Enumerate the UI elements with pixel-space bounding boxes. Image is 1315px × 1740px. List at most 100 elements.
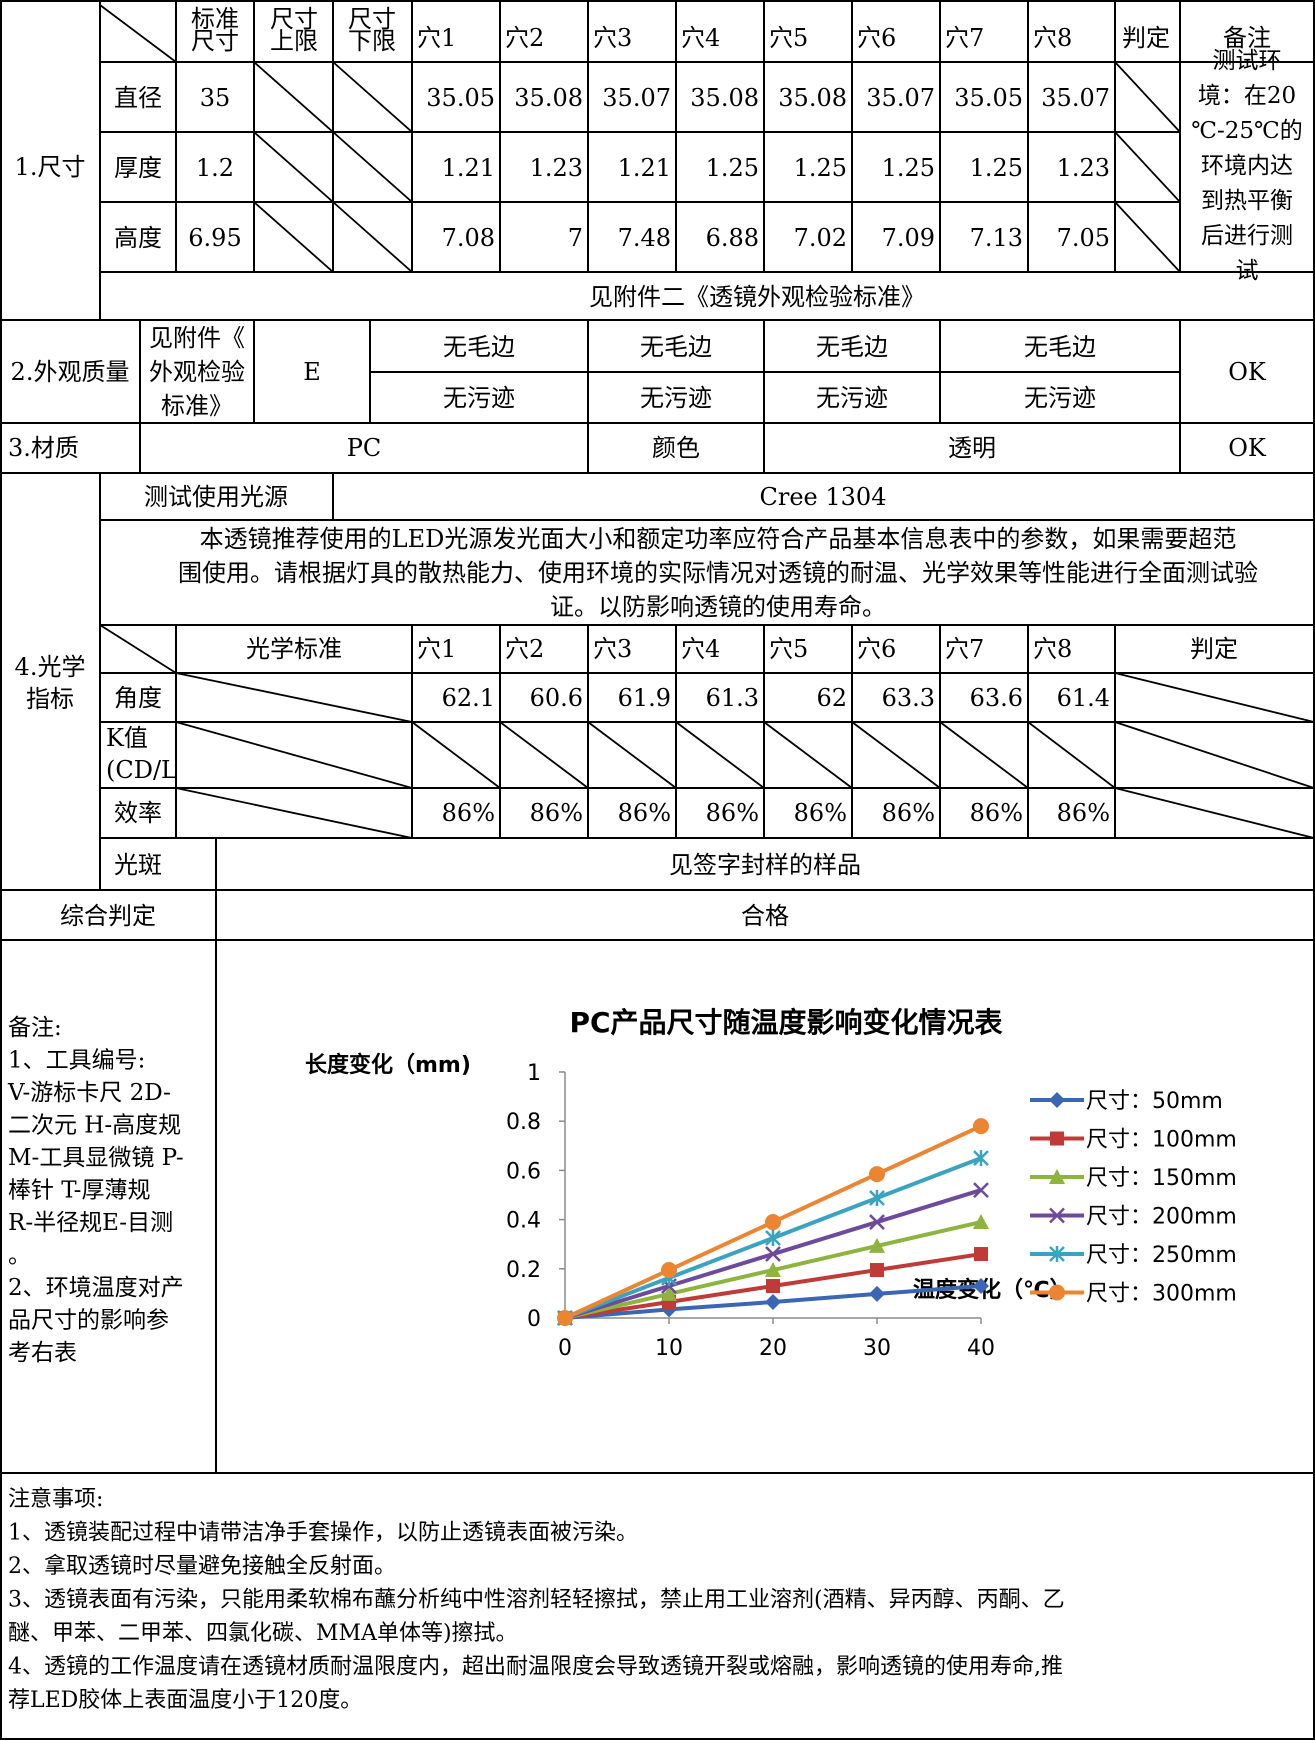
- legend-label: 尺寸：250mm: [1086, 1243, 1237, 1268]
- text-line: 标准》: [161, 392, 233, 420]
- data-point: [1049, 1207, 1065, 1224]
- data-point: [1049, 1169, 1065, 1184]
- header-hole: 穴5: [769, 24, 808, 52]
- dimension-value: 1.25: [970, 154, 1023, 182]
- angle-value: 61.4: [1057, 684, 1110, 712]
- data-point: [973, 1278, 989, 1295]
- text-line: 1、工具编号:: [8, 1048, 145, 1074]
- text-line: M-工具显微镜 P-: [8, 1145, 184, 1171]
- y-tick-label: 0.8: [506, 1110, 541, 1135]
- chart-legend: 尺寸：50mm 尺寸：100mm 尺寸：150mm 尺寸：200mm 尺寸：250mm 尺…: [1030, 1089, 1237, 1307]
- efficiency-value: 86%: [1057, 799, 1110, 827]
- header-hole: 穴7: [945, 24, 984, 52]
- dimension-std: 35: [200, 84, 231, 112]
- series-1: [557, 1278, 989, 1326]
- optics-std-label: 光学标准: [246, 635, 342, 663]
- appearance-burr: 无毛边: [816, 333, 888, 361]
- dimension-value: 35.05: [954, 84, 1023, 112]
- text-line: 品尺寸的影响参: [8, 1308, 169, 1334]
- dimension-name: 厚度: [114, 154, 162, 182]
- text-line: 试: [1236, 258, 1259, 284]
- section-optics-label: 4.光学指标: [15, 653, 86, 713]
- text-line: 到热平衡: [1201, 188, 1293, 214]
- appearance-stain: 无污迹: [816, 384, 888, 412]
- header-verdict: 判定: [1122, 24, 1170, 52]
- appearance-stain: 无污迹: [640, 384, 712, 412]
- dimension-name: 高度: [114, 224, 162, 252]
- legend-label: 尺寸：100mm: [1086, 1128, 1237, 1153]
- optics-hole: 穴4: [681, 635, 720, 663]
- efficiency-label: 效率: [114, 799, 162, 827]
- data-point: [765, 1262, 781, 1278]
- angle-value: 62.1: [442, 684, 495, 712]
- data-point: [869, 1189, 885, 1206]
- overall-section: 综合判定 合格: [60, 902, 789, 930]
- header-hole: 穴8: [1033, 24, 1072, 52]
- text-line: 测试环: [1213, 48, 1282, 74]
- text-line: 境：在20: [1198, 83, 1296, 109]
- text-line: 注意事项:: [8, 1487, 103, 1512]
- efficiency-value: 86%: [706, 799, 759, 827]
- text-line: R-半径规E-目测: [8, 1210, 173, 1236]
- x-tick-label: 40: [967, 1336, 995, 1361]
- appearance-burr: 无毛边: [1024, 333, 1096, 361]
- data-point: [661, 1262, 677, 1279]
- data-point: [1050, 1131, 1064, 1146]
- header-hole: 穴6: [857, 24, 896, 52]
- text-line: 证。以防影响透镜的使用寿命。: [550, 593, 886, 621]
- x-tick-label: 10: [655, 1336, 683, 1361]
- text-line: 见附件《: [149, 324, 245, 352]
- light-source-label: 测试使用光源: [144, 483, 288, 511]
- legend-entry: 尺寸：100mm: [1030, 1128, 1237, 1153]
- temperature-size-chart: PC产品尺寸随温度影响变化情况表 长度变化（mm) 温度变化（℃） 00.20.…: [305, 1006, 1237, 1361]
- text-line: 后进行测: [1201, 223, 1293, 249]
- legend-label: 尺寸：150mm: [1086, 1166, 1237, 1191]
- header-remark: 备注: [1223, 24, 1271, 52]
- appearance-burr: 无毛边: [640, 333, 712, 361]
- appearance-stain: 无污迹: [1024, 384, 1096, 412]
- dimension-value: 35.07: [1041, 84, 1110, 112]
- y-tick-label: 0: [527, 1307, 541, 1332]
- header-hole: 穴1: [417, 24, 456, 52]
- data-point: [766, 1279, 780, 1294]
- data-point: [1049, 1092, 1065, 1108]
- notes-text: 注意事项: 1、透镜装配过程中请带洁净手套操作，以防止透镜表面被污染。 2、拿取透镜…: [8, 1487, 1065, 1713]
- angle-value: 61.3: [706, 684, 759, 712]
- overall-value: 合格: [741, 902, 789, 930]
- efficiency-value: 86%: [618, 799, 671, 827]
- x-tick-label: 20: [759, 1336, 787, 1361]
- text-line: 尺寸: [348, 5, 396, 33]
- text-line: 备注:: [8, 1015, 62, 1041]
- dimension-value: 35.05: [426, 84, 495, 112]
- dimension-value: 7.05: [1057, 224, 1110, 252]
- optics-hole: 穴1: [417, 635, 456, 663]
- legend-entry: 尺寸：250mm: [1030, 1243, 1237, 1268]
- text-line: 尺寸: [270, 5, 318, 33]
- chart-axes: 00.20.40.60.810 10 20 30 40: [506, 1061, 995, 1361]
- dimension-value: 1.21: [618, 154, 671, 182]
- text-line: 2、环境温度对产: [8, 1275, 184, 1301]
- dimension-section: 标准尺寸 尺寸上限 尺寸下限 穴1 穴2 穴3 穴4 穴5 穴6 穴7 穴8 判定 备注 1.…: [15, 5, 1303, 311]
- dimension-value: 7.13: [970, 224, 1023, 252]
- text-line: 尺寸: [191, 27, 239, 55]
- text-line: 标准: [191, 5, 239, 33]
- optics-hole: 穴2: [505, 635, 544, 663]
- spot-value: 见签字封样的样品: [669, 851, 861, 879]
- data-point: [973, 1118, 989, 1135]
- text-line: 2、拿取透镜时尽量避免接触全反射面。: [8, 1553, 396, 1579]
- legend-entry: 尺寸：150mm: [1030, 1166, 1237, 1191]
- header-lower: 尺寸下限: [348, 5, 396, 55]
- dimension-value: 35.08: [514, 84, 583, 112]
- text-line: 围使用。请根据灯具的散热能力、使用环境的实际情况对透镜的耐温、光学效果等性能进行…: [178, 559, 1258, 587]
- efficiency-value: 86%: [882, 799, 935, 827]
- overall-label: 综合判定: [60, 902, 156, 930]
- text-line: (CD/L: [106, 756, 177, 784]
- efficiency-values: 86% 86% 86% 86% 86% 86% 86% 86%: [442, 799, 1110, 827]
- legend-entry: 尺寸：200mm: [1030, 1205, 1237, 1230]
- text-line: 4.光学: [15, 653, 86, 681]
- optics-section: 4.光学指标 测试使用光源 Cree 1304 本透镜推荐使用的LED光源发光面…: [15, 483, 1258, 879]
- dimension-value: 35.08: [690, 84, 759, 112]
- dimension-value: 1.23: [1057, 154, 1110, 182]
- x-tick-label: 0: [558, 1336, 572, 1361]
